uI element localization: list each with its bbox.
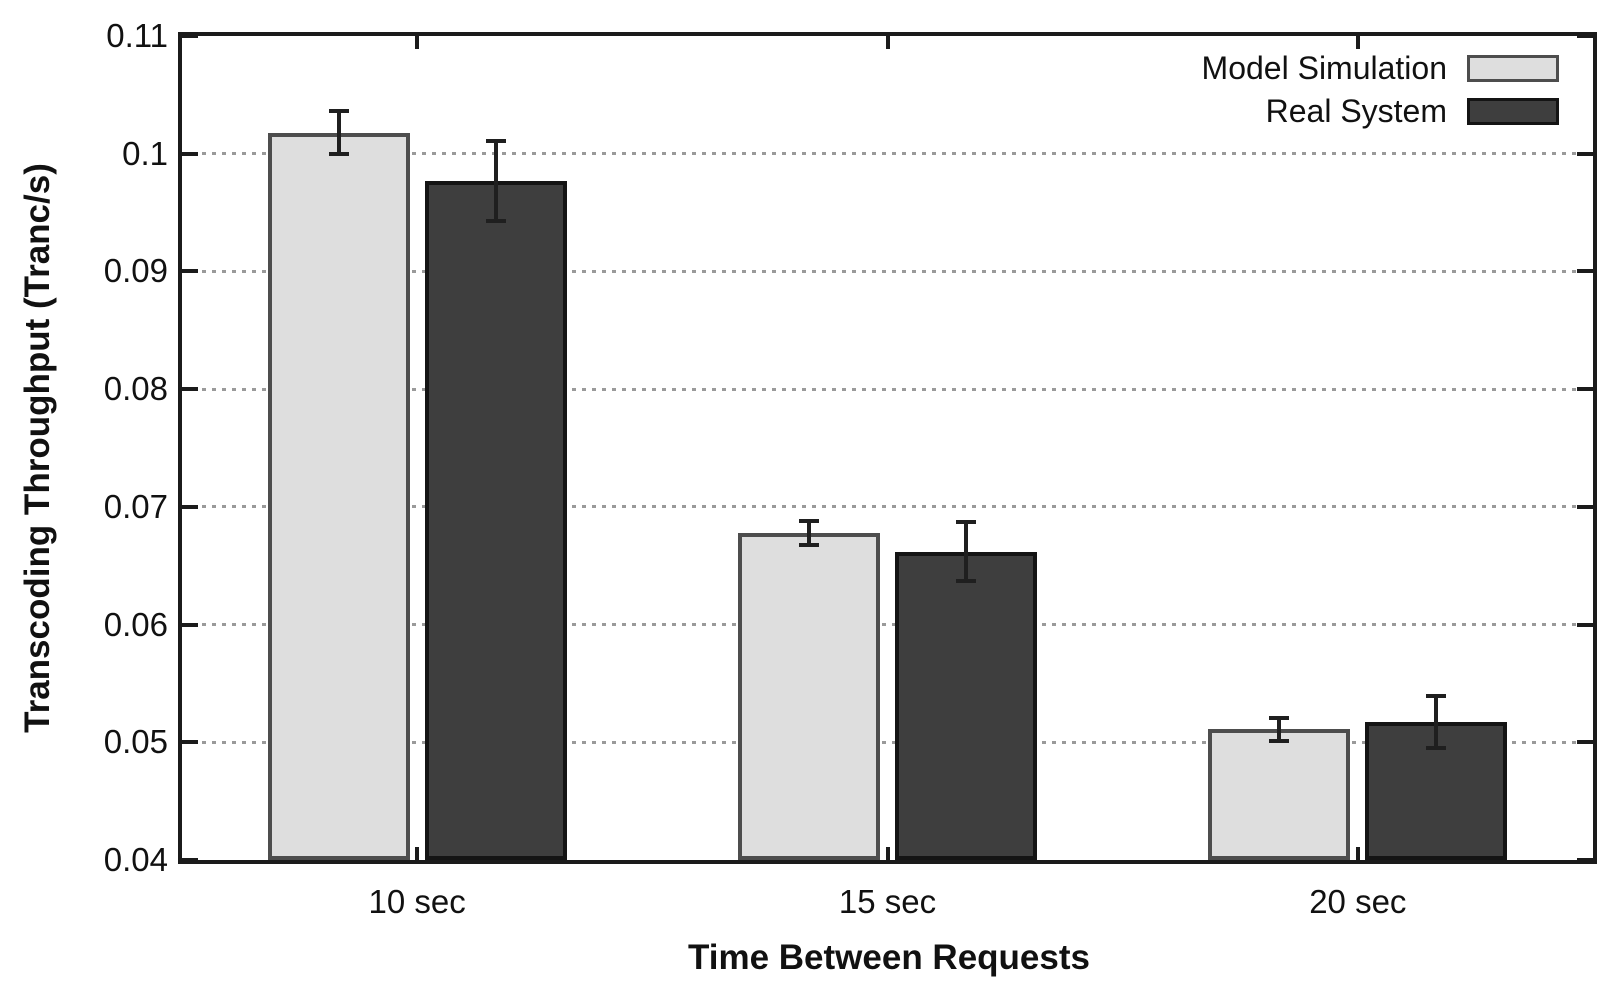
y-axis-tick [182,858,198,862]
plot-area [178,32,1597,864]
x-axis-tick-top [415,36,420,49]
error-bar-line [807,520,811,545]
y-axis-tick [182,34,198,38]
y-axis-tick-right [1577,151,1593,156]
y-gridline [182,152,1593,156]
y-axis-tick-right [1577,269,1593,274]
error-bar-cap-bottom [1426,746,1447,751]
error-bar-cap-bottom [328,151,349,156]
legend-swatch [1467,54,1559,82]
y-axis-tick [182,622,198,627]
error-bar-cap-bottom [956,579,976,584]
error-bar-cap-top [328,109,349,114]
x-axis-tick-top [1355,36,1360,49]
y-tick-label: 0.08 [103,370,168,408]
y-axis-tick [182,151,198,156]
x-axis-title: Time Between Requests [688,938,1090,977]
legend: Model Simulation Real System [1202,50,1559,129]
y-tick-label: 0.06 [103,605,168,643]
y-gridline [182,269,1593,273]
y-axis-tick-right [1577,34,1593,38]
y-tick-label: 0.07 [103,487,168,525]
bar-model-simulation [267,132,410,860]
bar-real-system [424,180,567,860]
y-axis-tick-right [1577,858,1593,862]
bar-model-simulation [738,532,880,860]
y-tick-label: 0.11 [106,17,168,54]
bar-real-system [895,551,1037,860]
y-tick-label: 0.09 [103,252,168,290]
y-gridline [182,387,1593,391]
y-tick-label: 0.1 [122,134,168,172]
legend-label: Model Simulation [1201,50,1447,86]
error-bar-line [336,111,341,154]
y-axis-tick-right [1577,504,1593,509]
error-bar-cap-top [1426,694,1447,699]
y-axis-tick [182,269,198,274]
error-bar-cap-bottom [799,542,819,547]
y-gridline [182,623,1593,627]
y-axis-tick-right [1577,387,1593,392]
error-bar-line [493,140,498,221]
error-bar-line [1277,717,1282,742]
legend-item: Real System [1266,93,1559,129]
error-bar-line [1434,696,1439,749]
legend-swatch [1467,97,1559,125]
x-tick-label: 10 sec [368,883,466,920]
x-tick-label: 15 sec [838,883,937,920]
y-axis-tick-right [1577,622,1593,627]
legend-item: Model Simulation [1202,50,1559,86]
y-gridline [182,505,1593,509]
error-bar-cap-top [956,520,976,525]
error-bar-line [964,522,968,581]
legend-label: Real System [1265,93,1447,129]
bar-model-simulation [1208,729,1351,860]
y-axis-tick-right [1577,740,1593,745]
x-tick-label: 20 sec [1309,883,1407,920]
x-axis-tick-bottom [885,847,890,860]
y-tick-label: 0.05 [103,723,168,761]
error-bar-cap-bottom [485,218,506,223]
x-axis-tick-top [885,36,890,49]
y-axis-tick [182,504,198,509]
x-axis-tick-bottom [415,847,420,860]
error-bar-cap-bottom [1269,739,1290,744]
error-bar-cap-top [1269,715,1290,720]
y-axis-tick [182,387,198,392]
y-axis-tick [182,740,198,745]
x-axis-tick-bottom [1355,847,1360,860]
error-bar-cap-top [799,518,819,523]
error-bar-cap-top [485,138,506,143]
y-gridline [182,740,1593,744]
y-tick-label: 0.04 [103,841,168,878]
